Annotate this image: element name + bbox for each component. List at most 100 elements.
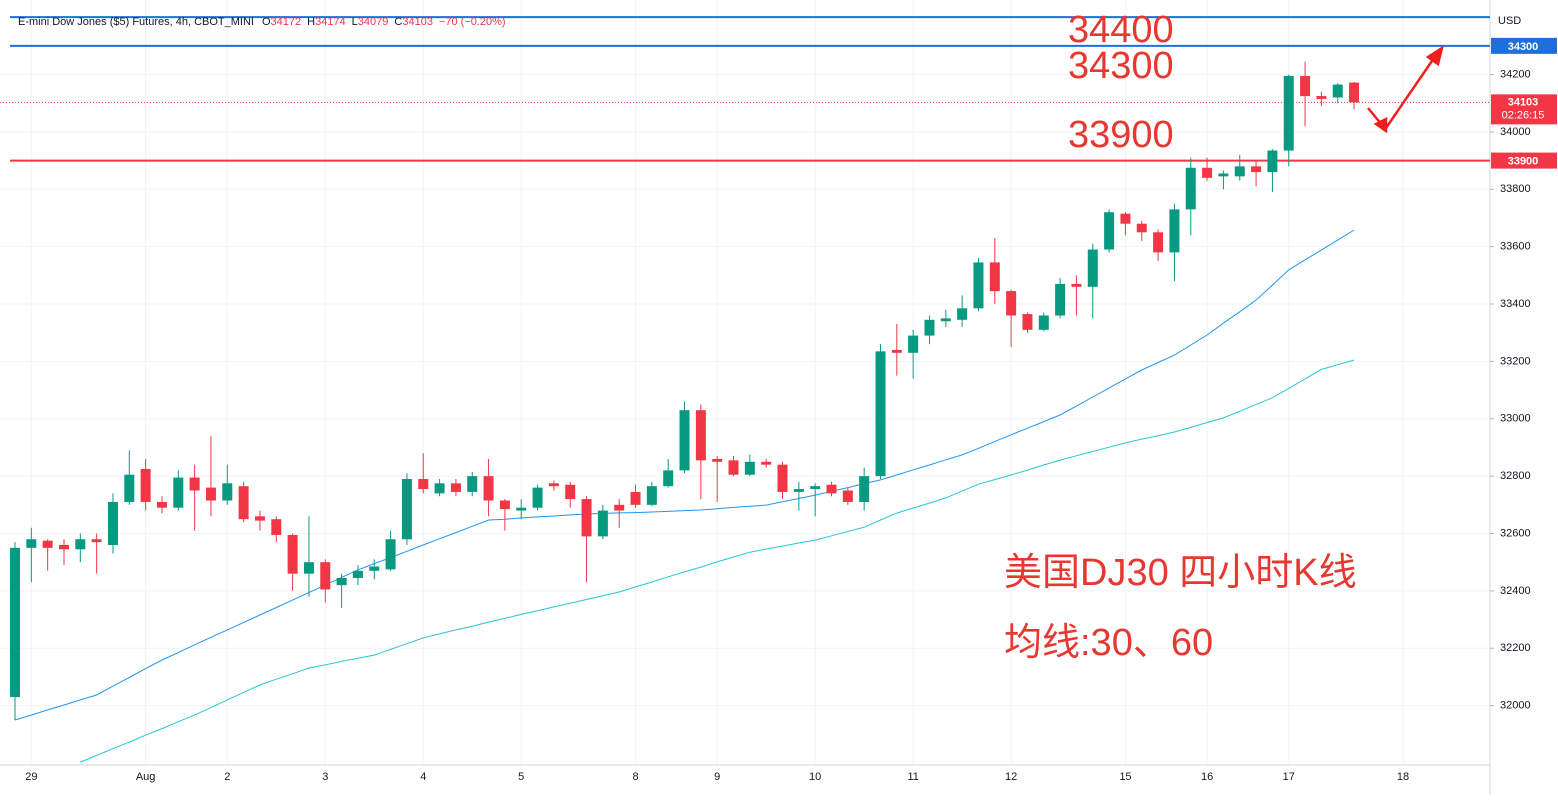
chart-header: E-mini Dow Jones ($5) Futures, 4h, CBOT_… <box>18 16 506 28</box>
level-tag-label: 33900 <box>1508 156 1539 168</box>
marks <box>10 61 1360 763</box>
ohlc-label: C <box>394 16 402 28</box>
candle-body <box>614 504 625 511</box>
chart-title: E-mini Dow Jones ($5) Futures, 4h, CBOT_… <box>18 16 254 28</box>
level-annotation: 34400 <box>1068 9 1174 51</box>
candle-body <box>499 500 510 510</box>
moving-average <box>80 359 1355 763</box>
candle-body <box>597 510 608 537</box>
countdown: 02:26:15 <box>1502 109 1545 121</box>
candle-body <box>140 468 151 502</box>
x-tick-label: 17 <box>1283 771 1295 783</box>
candle-body <box>1185 167 1196 210</box>
candle-body <box>107 501 118 545</box>
y-tick-label: 34200 <box>1500 68 1531 80</box>
candle-body <box>26 539 37 548</box>
level-annotation: 34300 <box>1068 45 1174 87</box>
arrow-head <box>1373 116 1388 134</box>
candle-body <box>254 516 265 521</box>
x-tick-label: 2 <box>224 771 230 783</box>
ohlc-value: 34174 <box>315 16 346 28</box>
candle-body <box>679 410 690 471</box>
x-tick-label: 3 <box>322 771 328 783</box>
change: −70 (−0.20%) <box>439 16 506 28</box>
candle-body <box>124 474 135 502</box>
candle-body <box>1136 223 1147 233</box>
price-tag <box>1491 94 1557 125</box>
candle-body <box>156 501 167 508</box>
candle-body <box>1120 213 1131 224</box>
y-tick-label: 34000 <box>1500 126 1531 138</box>
candle-body <box>1104 212 1115 250</box>
candle-body <box>581 499 592 537</box>
price-tag-label: 34103 <box>1508 96 1539 108</box>
candle-body <box>1349 82 1360 103</box>
candle-body <box>875 351 886 477</box>
candle-body <box>989 262 1000 292</box>
x-tick-label: 29 <box>25 771 37 783</box>
x-tick-label: 5 <box>518 771 524 783</box>
y-tick-label: 33400 <box>1500 298 1531 310</box>
candle-body <box>712 458 723 462</box>
candle-body <box>908 335 919 353</box>
candle-body <box>467 476 478 492</box>
currency: USD <box>1498 15 1521 27</box>
candle-body <box>891 349 902 353</box>
y-tick-label: 33000 <box>1500 413 1531 425</box>
candle-body <box>75 539 86 550</box>
candle-body <box>695 410 706 461</box>
candle-body <box>957 308 968 320</box>
candle-body <box>1234 166 1245 177</box>
x-tick-label: 16 <box>1201 771 1213 783</box>
candle-body <box>401 479 412 540</box>
overlay: 3200032200324003260032800330003320033400… <box>18 9 1557 783</box>
candle-body <box>450 483 461 492</box>
x-tick-label: 12 <box>1005 771 1017 783</box>
annotation: 美国DJ30 四小时K线 <box>1004 552 1357 594</box>
y-tick-label: 33800 <box>1500 183 1531 195</box>
candle-body <box>1169 209 1180 253</box>
y-tick-label: 32400 <box>1500 585 1531 597</box>
candle-body <box>1071 283 1082 287</box>
x-tick-label: 4 <box>420 771 426 783</box>
candle-body <box>630 491 641 505</box>
candle-body <box>1022 314 1033 330</box>
candle-body <box>548 483 559 487</box>
candle-body <box>663 470 674 487</box>
candle-body <box>859 476 870 502</box>
level-tag <box>1491 152 1557 169</box>
candle-body <box>10 547 20 698</box>
candle-body <box>1251 166 1262 173</box>
ohlc-value: 34079 <box>358 16 389 28</box>
candle-body <box>1283 75 1294 151</box>
candle-body <box>418 479 429 490</box>
candle-body <box>271 519 282 535</box>
level-tag <box>1491 37 1557 54</box>
candle-body <box>810 486 821 490</box>
candle-body <box>222 483 233 501</box>
candle-body <box>793 489 804 492</box>
ohlc-label: O <box>262 16 271 28</box>
candle-body <box>58 544 69 550</box>
candle-body <box>189 477 200 491</box>
y-tick-label: 33600 <box>1500 241 1531 253</box>
candle-body <box>728 460 739 475</box>
candle-body <box>1332 84 1343 98</box>
candle-body <box>1218 173 1229 177</box>
candle-body <box>352 570 363 578</box>
candle-body <box>1153 232 1164 253</box>
arrow-head <box>1425 45 1444 67</box>
candle-body <box>205 487 216 501</box>
candle-body <box>238 486 249 520</box>
candle-body <box>940 318 951 322</box>
candle-body <box>1038 315 1049 330</box>
ohlc-label: L <box>352 16 358 28</box>
candle-body <box>1006 291 1017 316</box>
grid <box>0 0 1494 765</box>
candle-body <box>91 539 102 543</box>
y-tick-label: 32800 <box>1500 470 1531 482</box>
moving-average <box>14 229 1355 721</box>
arrow-up <box>1384 57 1436 129</box>
